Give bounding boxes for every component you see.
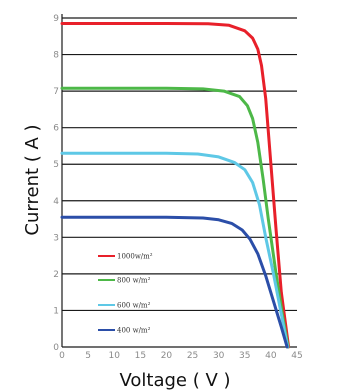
series-lines	[60, 22, 291, 349]
y-tick-labels: 0 1 2 3 4 5 6 7 8 9	[53, 14, 59, 353]
x-tick-label: 35	[239, 351, 250, 361]
y-tick-label: 8	[53, 51, 59, 61]
x-tick-label: 25	[187, 351, 198, 361]
y-tick-label: 4	[53, 197, 59, 207]
x-tick-label: 40	[265, 351, 277, 361]
y-tick-label: 6	[53, 124, 59, 134]
series-line-1	[60, 22, 291, 349]
y-axis-title: Current ( A )	[22, 124, 43, 235]
x-tick-label: 15	[135, 351, 146, 361]
legend-label: 400 w/m²	[117, 327, 151, 335]
x-tick-label: 0	[59, 351, 65, 361]
y-tick-label: 3	[53, 233, 59, 243]
y-tick-label: 5	[53, 160, 59, 170]
legend-label: 600 w/m²	[117, 302, 151, 310]
x-tick-label: 45	[291, 351, 302, 361]
x-tick-label: 10	[108, 351, 120, 361]
axes	[61, 14, 297, 348]
gridlines	[62, 17, 297, 312]
series-line-4	[60, 215, 289, 349]
x-tick-labels: 0 5 10 15 20 25 30 35 40 45	[59, 351, 303, 361]
legend-label: 1000w/m²	[117, 253, 153, 261]
y-tick-label: 0	[53, 343, 59, 353]
x-tick-label: 30	[213, 351, 225, 361]
y-tick-label: 2	[53, 270, 59, 280]
y-tick-label: 9	[53, 14, 59, 24]
y-tick-label: 1	[53, 306, 59, 316]
series-line-2	[60, 86, 290, 349]
y-tick-label: 7	[53, 87, 59, 97]
x-axis-title: Voltage ( V )	[119, 370, 230, 390]
legend-label: 800 w/m²	[117, 277, 151, 285]
x-tick-label: 5	[85, 351, 91, 361]
legend: 1000w/m² 800 w/m² 600 w/m² 400 w/m²	[98, 253, 153, 335]
x-tick-label: 20	[161, 351, 173, 361]
series-line-3	[60, 151, 290, 349]
